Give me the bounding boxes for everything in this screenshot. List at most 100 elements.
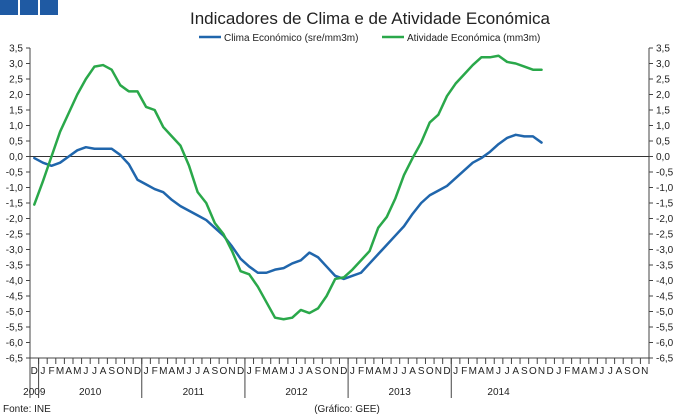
month-label: J [350, 366, 355, 377]
logo-square [20, 0, 38, 15]
y-tick-label-left: -6,5 [6, 354, 24, 365]
month-label: D [134, 366, 141, 377]
y-tick-label-left: 3,0 [9, 59, 23, 70]
month-label: J [83, 366, 88, 377]
y-tick-label-left: -0,5 [6, 168, 24, 179]
month-label: D [340, 366, 347, 377]
month-label: J [608, 366, 613, 377]
y-tick-label-left: -6,0 [6, 338, 24, 349]
y-tick-label-right: 0,5 [656, 137, 670, 148]
month-label: O [529, 366, 537, 377]
y-tick-label-left: -2,5 [6, 230, 24, 241]
month-label: D [443, 366, 450, 377]
month-label: S [212, 366, 219, 377]
month-label: S [521, 366, 528, 377]
source-note: Fonte: INE [3, 404, 51, 415]
logo-square [0, 0, 18, 15]
month-label: A [169, 366, 176, 377]
month-label: N [125, 366, 132, 377]
month-label: A [581, 366, 588, 377]
month-label: S [418, 366, 425, 377]
month-label: J [195, 366, 200, 377]
month-label: J [496, 366, 501, 377]
month-label: J [505, 366, 510, 377]
month-label: J [40, 366, 45, 377]
month-label: O [116, 366, 124, 377]
y-tick-label-right: 0,0 [656, 152, 670, 163]
y-tick-label-right: -5,5 [656, 323, 674, 334]
month-label: O [323, 366, 331, 377]
month-label: M [469, 366, 477, 377]
y-tick-label-left: -1,0 [6, 183, 24, 194]
y-tick-label-right: 2,0 [656, 90, 670, 101]
y-tick-label-right: -4,5 [656, 292, 674, 303]
y-tick-label-left: -3,5 [6, 261, 24, 272]
y-tick-label-right: -1,5 [656, 199, 674, 210]
year-label: 2011 [183, 387, 205, 398]
month-label: S [624, 366, 631, 377]
month-label: M [486, 366, 494, 377]
y-tick-label-left: -3,0 [6, 245, 24, 256]
month-label: O [220, 366, 228, 377]
month-label: O [632, 366, 640, 377]
month-label: F [461, 366, 467, 377]
year-label: 2012 [285, 387, 308, 398]
month-label: F [255, 366, 261, 377]
y-tick-label-right: -6,5 [656, 354, 674, 365]
month-label: N [435, 366, 442, 377]
month-label: M [589, 366, 597, 377]
month-label: J [144, 366, 149, 377]
month-label: A [616, 366, 623, 377]
month-label: J [453, 366, 458, 377]
month-label: A [65, 366, 72, 377]
month-label: N [228, 366, 235, 377]
month-label: F [358, 366, 364, 377]
month-label: S [108, 366, 115, 377]
month-label: D [31, 366, 38, 377]
month-label: N [538, 366, 545, 377]
month-label: A [100, 366, 107, 377]
month-label: N [332, 366, 339, 377]
chart-title: Indicadores de Clima e de Atividade Econ… [190, 9, 551, 28]
month-label: D [547, 366, 554, 377]
y-tick-label-right: -3,5 [656, 261, 674, 272]
month-label: M [56, 366, 64, 377]
clima-economico-line [33, 133, 543, 281]
credit-note: (Gráfico: GEE) [314, 404, 380, 415]
month-label: F [564, 366, 570, 377]
y-tick-label-right: -4,0 [656, 276, 674, 287]
month-label: M [279, 366, 287, 377]
y-tick-label-right: -3,0 [656, 245, 674, 256]
month-label: A [512, 366, 519, 377]
y-tick-label-left: 0,5 [9, 137, 23, 148]
y-tick-label-right: -1,0 [656, 183, 674, 194]
month-label: J [187, 366, 192, 377]
y-tick-label-left: -5,5 [6, 323, 24, 334]
y-tick-label-right: 3,5 [656, 44, 670, 55]
month-label: J [556, 366, 561, 377]
legend-label-atividade: Atividade Económica (mm3m) [407, 33, 540, 44]
legend-label-clima: Clima Económico (sre/mm3m) [224, 33, 358, 44]
y-tick-label-left: 0,0 [9, 152, 23, 163]
y-tick-label-right: 2,5 [656, 75, 670, 86]
y-tick-label-left: 2,5 [9, 75, 23, 86]
month-label: J [92, 366, 97, 377]
month-label: O [426, 366, 434, 377]
month-label: A [478, 366, 485, 377]
year-label: 2009 [23, 387, 46, 398]
month-label: F [48, 366, 54, 377]
month-label: N [641, 366, 648, 377]
month-label: J [247, 366, 252, 377]
month-label: M [176, 366, 184, 377]
y-tick-label-left: 1,0 [9, 121, 23, 132]
y-tick-label-left: -4,5 [6, 292, 24, 303]
month-label: M [262, 366, 270, 377]
year-label: 2010 [79, 387, 102, 398]
month-label: J [599, 366, 604, 377]
y-tick-label-right: -6,0 [656, 338, 674, 349]
month-label: D [237, 366, 244, 377]
atividade-economica-line [33, 54, 543, 321]
month-label: A [375, 366, 382, 377]
y-tick-label-left: 2,0 [9, 90, 23, 101]
